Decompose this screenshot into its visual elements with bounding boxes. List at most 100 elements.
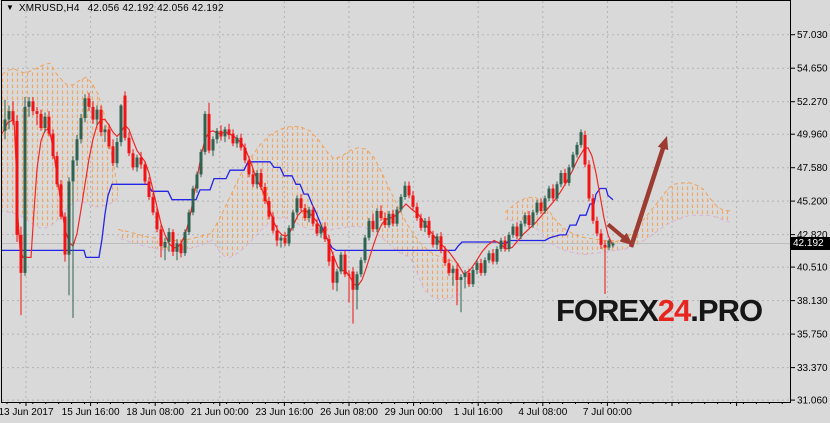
candle-body <box>331 256 335 283</box>
candle-body <box>275 230 279 241</box>
price-tick-label: 49.960 <box>797 130 828 141</box>
candle-body <box>495 249 499 262</box>
candle-body <box>243 147 247 161</box>
price-tick-label: 42.820 <box>797 230 828 241</box>
candle-body <box>227 129 231 135</box>
candle-body <box>43 116 47 128</box>
candle-body <box>179 243 183 254</box>
candle-body <box>167 232 171 242</box>
candle-body <box>503 240 507 249</box>
candle-body <box>535 202 539 213</box>
time-tick-label: 21 Jun 00:00 <box>191 407 249 418</box>
candle-body <box>171 232 175 252</box>
candle-body <box>239 137 243 148</box>
candle-body <box>399 196 403 210</box>
candle-body <box>455 268 459 280</box>
time-tick-label: 18 Jun 08:00 <box>126 407 184 418</box>
forex24pro-watermark: FOREX24.PRO <box>556 294 763 328</box>
price-tick-label: 47.580 <box>797 163 828 174</box>
candle-body <box>551 188 555 199</box>
candle-body <box>99 109 103 133</box>
candle-body <box>379 211 383 218</box>
candle-body <box>471 270 475 285</box>
price-tick-label: 57.030 <box>797 30 828 41</box>
candle-body <box>427 220 431 235</box>
candle-body <box>211 139 215 151</box>
candle-body <box>187 212 191 233</box>
candle-body <box>507 234 511 249</box>
candle-body <box>147 181 151 197</box>
forecast-up-arrow <box>628 141 668 248</box>
time-tick-label: 13 Jun 2017 <box>0 407 54 418</box>
candle-body <box>527 215 531 225</box>
price-tick-label: 31.060 <box>797 396 828 407</box>
candle-body <box>63 216 67 255</box>
candle-body <box>299 198 303 209</box>
candle-body <box>83 98 87 119</box>
candle-body <box>215 130 219 140</box>
candle-body <box>23 106 27 273</box>
candle-body <box>327 239 331 262</box>
price-tick-label: 45.200 <box>797 197 828 208</box>
candle-body <box>27 101 31 107</box>
time-tick-label: 26 Jun 08:00 <box>320 407 378 418</box>
candle-body <box>195 174 199 189</box>
candle-body <box>219 130 223 137</box>
candle-body <box>343 254 347 275</box>
candle-body <box>339 254 343 272</box>
candle-body <box>575 144 579 155</box>
candle-body <box>407 185 411 196</box>
candle-body <box>235 137 239 144</box>
candle-body <box>35 111 39 114</box>
candle-body <box>71 160 75 182</box>
senkou-span-a-line <box>1 62 119 192</box>
current-price-tag: 42.192 <box>790 237 830 250</box>
candle-body <box>547 188 551 199</box>
senkou-span-b-line <box>614 214 731 251</box>
candle-body <box>383 218 387 225</box>
candle-body <box>183 232 187 254</box>
price-tick-label: 54.650 <box>797 64 828 75</box>
time-scale-area[interactable] <box>2 402 791 422</box>
candle-body <box>291 212 295 228</box>
candle-body <box>231 133 235 144</box>
price-scale-area[interactable] <box>791 1 830 402</box>
forecast-up-arrow-head <box>657 136 669 151</box>
chart-title: ▼ XMRUSD,H4 42.056 42.192 42.056 42.192 <box>6 2 224 14</box>
candle-body <box>303 208 307 218</box>
candle-body <box>391 213 395 224</box>
chart-dropdown-icon[interactable]: ▼ <box>6 3 14 12</box>
candle-body <box>543 198 547 211</box>
chart-plot-area[interactable] <box>2 1 791 402</box>
senkou-span-a-line <box>504 196 615 241</box>
candle-body <box>115 142 119 164</box>
time-tick-label: 7 Jul 00:00 <box>583 407 632 418</box>
candle-body <box>131 153 135 168</box>
candle-body <box>123 95 127 138</box>
candle-body <box>523 215 527 224</box>
ichimoku-cloud <box>615 182 730 251</box>
candle-body <box>447 263 451 273</box>
candle-body <box>39 113 43 128</box>
candle-body <box>151 196 155 213</box>
candle-body <box>19 234 23 273</box>
price-tick-label: 33.370 <box>797 363 828 374</box>
candle-body <box>135 157 139 168</box>
kijun-sen-line <box>2 161 614 259</box>
candle-body <box>431 234 435 245</box>
time-tick-label: 1 Jul 16:00 <box>454 407 503 418</box>
candle-body <box>143 164 147 182</box>
candle-body <box>223 129 227 137</box>
candle-body <box>3 119 7 131</box>
price-tick-label: 52.270 <box>797 97 828 108</box>
candle-body <box>571 154 575 168</box>
candle-body <box>87 98 91 107</box>
candle-body <box>75 139 79 161</box>
candle-body <box>271 216 275 231</box>
candle-body <box>351 271 355 290</box>
candle-body <box>395 209 399 224</box>
candle-body <box>59 184 63 217</box>
candle-body <box>363 237 367 261</box>
